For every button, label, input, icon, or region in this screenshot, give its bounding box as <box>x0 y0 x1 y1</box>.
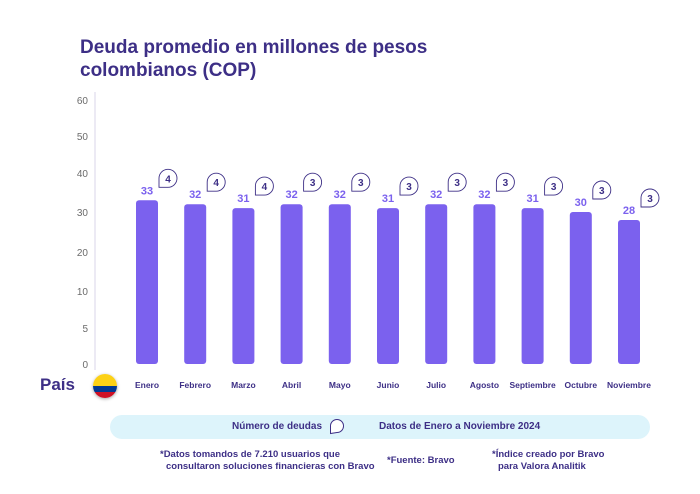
debt-count-label: 3 <box>503 178 509 189</box>
y-tick-label: 60 <box>77 96 89 107</box>
y-tick-label: 30 <box>77 208 89 219</box>
debt-count-bubble <box>303 172 323 192</box>
debt-count-bubble <box>254 176 274 196</box>
bar <box>136 200 158 364</box>
debt-count-bubble <box>447 172 467 192</box>
bar <box>473 204 496 364</box>
debt-count-label: 3 <box>406 182 412 193</box>
debt-count-label: 4 <box>213 178 219 189</box>
x-tick-label: Agosto <box>470 380 499 390</box>
bar-value-label: 32 <box>478 189 490 201</box>
debt-count-bubble <box>544 176 564 196</box>
bar-value-label: 32 <box>334 189 346 201</box>
bar <box>232 208 255 364</box>
x-tick-label: Noviembre <box>607 380 651 390</box>
chart-title: Deuda promedio en millones de pesos colo… <box>80 37 428 81</box>
bar <box>328 204 351 364</box>
index-note-line2: para Valora Analitik <box>498 461 586 472</box>
debt-count-label: 3 <box>310 178 316 189</box>
debt-count-label: 3 <box>551 182 557 193</box>
bar <box>521 208 544 364</box>
bar <box>618 220 640 364</box>
x-tick-label: Octubre <box>565 380 598 390</box>
debt-count-bubble <box>495 172 515 192</box>
legend-period-label: Datos de Enero a Noviembre 2024 <box>379 421 541 432</box>
debt-count-bubble <box>592 180 612 200</box>
x-tick-label: Septiembre <box>509 380 556 390</box>
y-tick-label: 10 <box>77 287 89 298</box>
x-tick-label: Marzo <box>231 380 256 390</box>
bar-value-label: 32 <box>189 189 201 201</box>
bar <box>569 212 592 364</box>
debt-count-bubble <box>351 172 371 192</box>
index-note-line1: *Índice creado por Bravo <box>492 449 605 460</box>
x-tick-label: Junio <box>377 380 400 390</box>
bar-value-label: 31 <box>382 193 394 205</box>
data-note-line1: *Datos tomandos de 7.210 usuarios que <box>160 449 341 460</box>
bar-value-label: 32 <box>430 189 442 201</box>
debt-count-bubble <box>640 188 660 208</box>
bar-value-label: 32 <box>285 189 297 201</box>
legend-bar: Número de deudas Datos de Enero a Noviem… <box>110 415 650 439</box>
x-tick-label: Enero <box>135 380 159 390</box>
debt-count-label: 4 <box>165 174 171 185</box>
debt-count-label: 3 <box>358 178 364 189</box>
debt-count-bubble <box>206 172 226 192</box>
x-tick-label: Febrero <box>179 380 211 390</box>
debt-count-bubble <box>158 168 178 188</box>
data-note: *Datos tomandos de 7.210 usuarios que co… <box>160 449 375 473</box>
x-tick-label: Abril <box>282 380 301 390</box>
bar <box>280 204 303 364</box>
x-axis: Enero Febrero Marzo Abril Mayo Junio Julio Agos… <box>135 380 651 390</box>
x-tick-label: Mayo <box>329 380 351 390</box>
bar <box>184 204 207 364</box>
bar-value-label: 31 <box>526 193 538 205</box>
bar-value-label: 30 <box>575 197 587 209</box>
bar-value-label: 33 <box>141 185 153 197</box>
y-tick-label: 20 <box>77 248 89 259</box>
y-tick-label: 40 <box>77 169 89 180</box>
country-label: País <box>40 375 75 394</box>
y-tick-label: 0 <box>82 360 88 371</box>
bar-value-label: 28 <box>623 205 635 217</box>
x-tick-label: Julio <box>426 380 446 390</box>
index-note: *Índice creado por Bravo para Valora Ana… <box>492 449 604 473</box>
debt-count-label: 3 <box>454 178 460 189</box>
debt-count-label: 4 <box>262 182 268 193</box>
bar <box>377 208 399 364</box>
bar-value-label: 31 <box>237 193 249 205</box>
legend-debts-label: Número de deudas <box>232 421 323 432</box>
debt-count-label: 3 <box>599 186 605 197</box>
speech-bubble-icon <box>330 419 344 435</box>
debt-count-bubble <box>399 176 419 196</box>
bar <box>425 204 448 364</box>
source-note: *Fuente: Bravo <box>387 455 455 466</box>
y-tick-label: 50 <box>77 132 89 143</box>
y-tick-label: 5 <box>82 324 88 335</box>
colombia-flag-icon <box>93 374 117 398</box>
debt-count-label: 3 <box>647 194 653 205</box>
y-axis: 0 5 10 20 30 40 50 60 <box>77 92 96 371</box>
data-note-line2: consultaron soluciones financieras con B… <box>166 461 375 472</box>
bar-series: 33 4 32 4 31 4 32 3 32 3 31 3 32 3 32 3 31 3 30 3 28 3 <box>136 168 660 364</box>
